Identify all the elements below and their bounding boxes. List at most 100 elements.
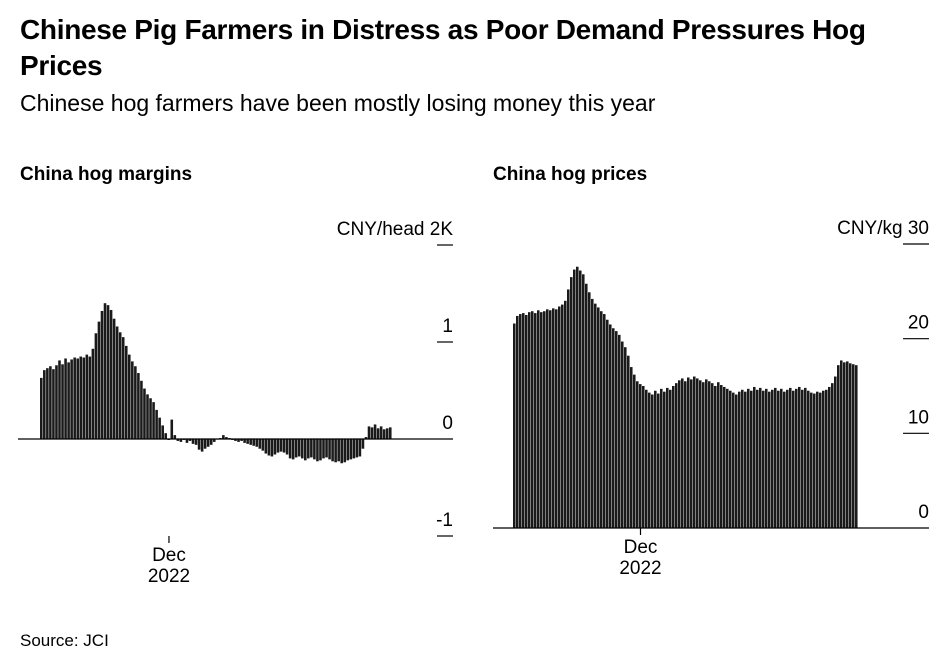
margins-unit-label: CNY/head xyxy=(337,219,430,240)
prices-bar xyxy=(606,319,609,528)
prices-bar xyxy=(684,381,687,528)
prices-bar xyxy=(738,391,741,528)
margins-bar xyxy=(364,437,368,439)
margins-bar xyxy=(276,439,280,453)
margins-y-tick-value: 1 xyxy=(442,316,453,337)
margins-bar xyxy=(313,439,316,460)
margins-bar xyxy=(100,310,104,439)
prices-bar xyxy=(555,309,558,528)
margins-bar xyxy=(88,356,92,439)
prices-bar xyxy=(855,365,858,528)
margins-bar xyxy=(261,439,265,451)
margins-bar xyxy=(49,366,52,439)
margins-bar xyxy=(191,439,195,444)
prices-bar xyxy=(678,380,681,528)
source-note: Source: JCI xyxy=(20,631,109,650)
prices-bar xyxy=(807,390,810,528)
margins-bar xyxy=(376,428,380,439)
prices-bar xyxy=(720,385,723,528)
margins-bar xyxy=(310,439,313,458)
prices-bar xyxy=(687,377,690,528)
margins-bar xyxy=(352,439,356,459)
prices-bar xyxy=(792,390,795,528)
prices-bar xyxy=(708,381,711,528)
prices-bar xyxy=(567,289,570,528)
prices-bar xyxy=(516,315,519,528)
margins-bar xyxy=(325,439,328,458)
margins-bar xyxy=(282,439,286,453)
prices-bar xyxy=(696,378,699,528)
margins-y-tick-label: 1 xyxy=(442,316,453,337)
prices-bar xyxy=(789,387,792,528)
margins-bar xyxy=(58,360,61,439)
margins-bar xyxy=(385,428,389,439)
margins-bar xyxy=(203,439,207,449)
margins-bar xyxy=(46,368,49,439)
prices-bar xyxy=(660,388,663,528)
margins-bar xyxy=(212,439,216,442)
margins-bar xyxy=(316,439,319,462)
prices-bar xyxy=(669,389,672,528)
prices-bar xyxy=(564,300,567,528)
prices-bar xyxy=(768,391,771,528)
margins-bar xyxy=(206,439,210,447)
margins-bar xyxy=(179,439,183,442)
margins-bar xyxy=(43,370,46,439)
prices-bar xyxy=(594,303,597,528)
prices-bar xyxy=(705,379,708,528)
prices-bar xyxy=(735,394,738,528)
prices-bar xyxy=(819,392,822,528)
prices-bar xyxy=(657,393,660,528)
margins-bar xyxy=(234,439,237,441)
margins-bar xyxy=(240,439,243,441)
prices-bar xyxy=(726,388,729,528)
prices-bar xyxy=(804,387,807,528)
prices-bar xyxy=(633,374,636,528)
prices-bar xyxy=(570,277,573,528)
prices-bar xyxy=(834,376,837,528)
prices-bar xyxy=(849,363,852,528)
prices-bar xyxy=(711,383,714,528)
prices-bar xyxy=(813,393,816,528)
prices-bar xyxy=(762,390,765,528)
prices-unit-label: CNY/kg xyxy=(837,218,908,239)
margins-bar xyxy=(200,439,204,452)
prices-bar xyxy=(588,292,591,528)
prices-bar xyxy=(609,324,612,528)
margins-bar xyxy=(291,439,295,460)
prices-bar xyxy=(618,334,621,528)
margins-bar xyxy=(343,439,347,463)
prices-x-tick-label: Dec xyxy=(624,537,658,558)
prices-bar xyxy=(591,298,594,528)
margins-bar xyxy=(70,359,73,439)
prices-bar xyxy=(621,341,624,528)
margins-bar xyxy=(55,365,58,439)
margins-bar xyxy=(124,345,128,439)
margins-bar xyxy=(297,439,301,457)
margins-bar xyxy=(209,439,213,445)
margins-bar xyxy=(52,369,55,439)
prices-bar xyxy=(531,311,534,528)
prices-bar xyxy=(513,323,516,528)
prices-bar xyxy=(648,392,651,528)
margins-bar xyxy=(97,321,101,439)
margins-bar xyxy=(304,439,307,461)
prices-bar xyxy=(543,311,546,528)
prices-bar xyxy=(630,367,633,528)
prices-bar xyxy=(672,386,675,528)
prices-bar xyxy=(573,269,576,528)
margins-bar xyxy=(149,398,152,439)
prices-bar xyxy=(828,386,831,528)
prices-bar xyxy=(663,391,666,528)
prices-bar xyxy=(546,309,549,528)
margins-bar xyxy=(358,439,362,457)
prices-y-tick-label: 0 xyxy=(918,502,929,523)
prices-bar xyxy=(852,364,855,528)
margins-bar xyxy=(164,433,167,439)
margins-bar xyxy=(270,439,274,457)
prices-bar xyxy=(702,382,705,528)
prices-bar xyxy=(816,391,819,528)
